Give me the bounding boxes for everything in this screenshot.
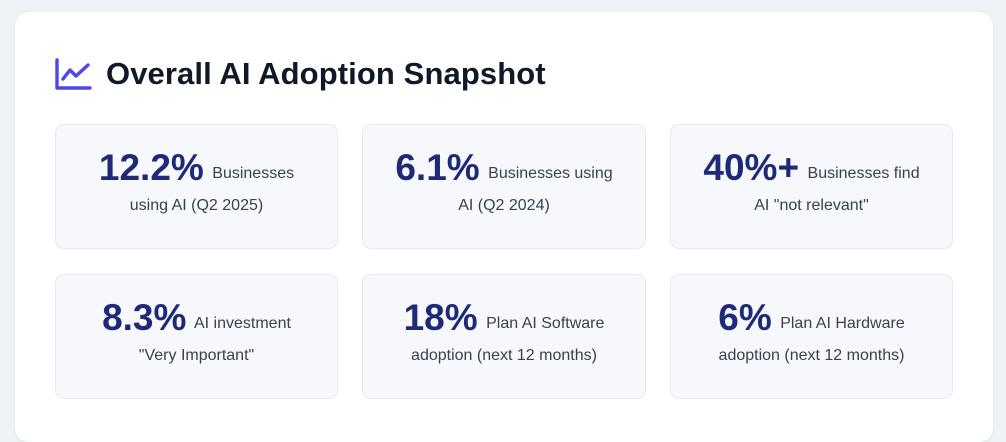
stat-tile-plan-ai-hardware: 6% Plan AI Hardware adoption (next 12 mo… xyxy=(670,274,953,399)
stat-label: Businesses using AI (Q2 2024) xyxy=(458,164,613,214)
stat-value: 8.3% xyxy=(102,296,187,338)
stat-tile-ai-investment-important: 8.3% AI investment "Very Important" xyxy=(55,274,338,399)
stat-label: Businesses using AI (Q2 2025) xyxy=(129,164,295,214)
stat-value: 40%+ xyxy=(703,146,800,188)
card-header: Overall AI Adoption Snapshot xyxy=(54,56,546,92)
stat-value: 18% xyxy=(403,296,478,338)
stat-label: Plan AI Software adoption (next 12 month… xyxy=(411,314,605,364)
line-chart-icon xyxy=(54,57,92,91)
stats-grid: 12.2% Businesses using AI (Q2 2025) 6.1%… xyxy=(55,124,953,399)
stat-value: 12.2% xyxy=(98,146,204,188)
stat-label: Businesses find AI "not relevant" xyxy=(754,164,920,214)
stat-tile-ai-not-relevant: 40%+ Businesses find AI "not relevant" xyxy=(670,124,953,249)
stat-tile-plan-ai-software: 18% Plan AI Software adoption (next 12 m… xyxy=(362,274,646,399)
stat-value: 6% xyxy=(718,296,772,338)
stat-value: 6.1% xyxy=(395,146,480,188)
stat-label: AI investment "Very Important" xyxy=(138,314,291,364)
stat-tile-businesses-using-ai-2025: 12.2% Businesses using AI (Q2 2025) xyxy=(55,124,338,249)
stat-tile-businesses-using-ai-2024: 6.1% Businesses using AI (Q2 2024) xyxy=(362,124,646,249)
stat-label: Plan AI Hardware adoption (next 12 month… xyxy=(718,314,905,364)
adoption-snapshot-card: Overall AI Adoption Snapshot 12.2% Busin… xyxy=(15,12,993,442)
page-title: Overall AI Adoption Snapshot xyxy=(106,56,546,91)
